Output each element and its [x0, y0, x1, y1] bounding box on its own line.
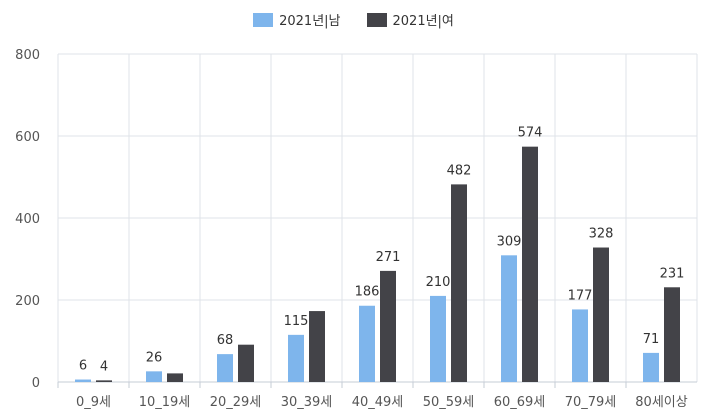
- y-tick-label: 0: [32, 376, 40, 391]
- data-label: 68: [217, 333, 234, 348]
- data-label: 271: [376, 250, 401, 265]
- legend-swatch-female: [366, 12, 387, 27]
- bar-male-0_9세: [75, 379, 91, 382]
- x-tick-label: 50_59세: [423, 395, 475, 410]
- bar-female-0_9세: [96, 380, 112, 382]
- bar-male-10_19세: [146, 371, 162, 382]
- data-label: 210: [426, 275, 451, 290]
- bar-female-20_29세: [238, 344, 254, 382]
- bar-male-30_39세: [288, 334, 304, 382]
- x-tick-label: 40_49세: [352, 395, 404, 410]
- x-tick-label: 30_39세: [281, 395, 333, 410]
- legend: 2021년|남 2021년|여: [0, 10, 707, 29]
- bar-female-40_49세: [380, 270, 396, 382]
- legend-label-male: 2021년|남: [279, 14, 341, 29]
- data-label: 6: [79, 359, 87, 374]
- bar-male-40_49세: [359, 305, 375, 382]
- data-label: 231: [660, 266, 685, 281]
- x-tick-label: 20_29세: [210, 395, 262, 410]
- data-label: 4: [100, 359, 108, 374]
- bar-female-80세이상: [664, 287, 680, 382]
- data-label: 177: [568, 288, 593, 303]
- data-label: 26: [146, 350, 163, 365]
- y-tick-label: 800: [15, 48, 40, 63]
- bar-male-80세이상: [643, 352, 659, 382]
- x-tick-label: 0_9세: [76, 395, 111, 410]
- data-label: 574: [518, 126, 543, 141]
- data-label: 115: [284, 314, 309, 329]
- bar-male-20_29세: [217, 354, 233, 382]
- legend-item-male[interactable]: 2021년|남: [253, 10, 341, 29]
- bar-male-70_79세: [572, 309, 588, 382]
- data-label: 328: [589, 227, 614, 242]
- y-tick-label: 600: [15, 130, 40, 145]
- bar-female-50_59세: [451, 184, 467, 382]
- x-tick-label: 70_79세: [565, 395, 617, 410]
- bar-male-60_69세: [501, 255, 517, 382]
- bar-female-30_39세: [309, 311, 325, 382]
- legend-swatch-male: [253, 12, 274, 27]
- y-tick-label: 400: [15, 212, 40, 227]
- data-label: 71: [643, 332, 660, 347]
- x-tick-label: 10_19세: [139, 395, 191, 410]
- y-tick-label: 200: [15, 294, 40, 309]
- data-label: 309: [497, 234, 522, 249]
- legend-item-female[interactable]: 2021년|여: [366, 10, 454, 29]
- data-label: 186: [355, 285, 380, 300]
- x-tick-label: 80세이상: [635, 395, 687, 410]
- x-tick-label: 60_69세: [494, 395, 546, 410]
- bar-female-60_69세: [522, 146, 538, 382]
- bar-female-10_19세: [167, 373, 183, 382]
- bar-female-70_79세: [593, 247, 609, 382]
- legend-label-female: 2021년|여: [392, 14, 454, 29]
- data-label: 482: [447, 163, 472, 178]
- bar-male-50_59세: [430, 295, 446, 382]
